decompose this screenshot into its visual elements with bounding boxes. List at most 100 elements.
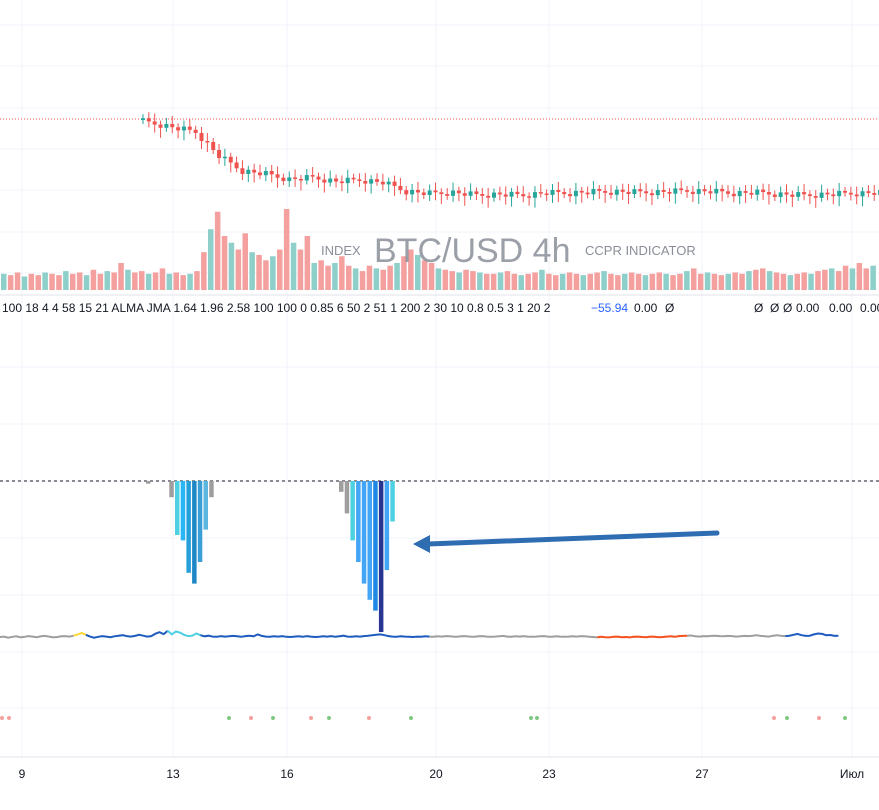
histogram-bar [186, 481, 191, 573]
candle-body [474, 191, 479, 194]
volume-bar [415, 254, 421, 290]
candle-body [831, 194, 836, 197]
candle-body [696, 189, 701, 194]
indicator-right-value: 0.00 [796, 301, 820, 315]
volume-bar [387, 265, 393, 290]
signal-dot [367, 716, 371, 720]
signal-dot [535, 716, 539, 720]
candle-body [158, 124, 163, 128]
candle-body [562, 192, 567, 195]
histogram-bar [339, 481, 344, 492]
candle-body [515, 191, 520, 195]
x-tick-label: 23 [542, 767, 556, 781]
indicator-empty-1: Ø [665, 301, 674, 315]
x-tick-label: 13 [166, 767, 180, 781]
volume-bar [835, 271, 842, 290]
volume-bar [801, 272, 807, 290]
ccpr-line-segment [200, 633, 430, 639]
volume-bar [14, 272, 21, 290]
volume-bar [766, 271, 773, 290]
volume-bar [118, 263, 124, 290]
candle-body [205, 141, 210, 143]
x-axis: 9 13 16 20 23 27 Июл [19, 767, 865, 781]
watermark-index-label: INDEX [321, 243, 361, 258]
volume-bar [677, 273, 683, 290]
volume-bar [732, 272, 738, 290]
arrow-head [413, 535, 430, 553]
volume-bar [242, 233, 248, 290]
volume-bar [35, 275, 41, 290]
volume-bar [815, 271, 821, 290]
candle-body [234, 162, 239, 169]
candle-body [854, 194, 859, 197]
volume-bar [249, 252, 255, 290]
ccpr-line-segment [429, 634, 598, 639]
watermark-indicator-label: CCPR INDICATOR [585, 243, 696, 258]
signal-dot [843, 716, 847, 720]
volume-bar [201, 252, 207, 290]
candle-body [217, 150, 222, 158]
candle-body [275, 174, 280, 178]
candle-body [222, 156, 227, 159]
volume-bar [366, 265, 373, 290]
volume-bar [263, 260, 269, 290]
ccpr-line-segment [0, 634, 74, 639]
candle-body [258, 172, 262, 176]
candle-body [843, 190, 847, 193]
candle-body [585, 192, 590, 195]
volume-bar [718, 275, 725, 290]
volume-bar [511, 273, 518, 290]
candle-body [281, 177, 286, 182]
candle-body [638, 189, 643, 192]
volume-bar [352, 268, 359, 290]
signal-dot [409, 716, 413, 720]
volume-series [1, 209, 876, 290]
histogram-bar [356, 481, 361, 562]
volume-bar [166, 273, 173, 290]
ccpr-line-segment [687, 634, 786, 638]
candle-body [269, 171, 274, 175]
volume-bar [594, 272, 600, 290]
volume-bar [525, 273, 531, 290]
candle-body [141, 118, 145, 120]
candle-body [743, 191, 748, 193]
candle-body [170, 124, 175, 128]
candle-body [755, 189, 760, 195]
volume-bar [635, 273, 642, 290]
volume-bar [49, 273, 55, 290]
volume-bar [787, 275, 794, 290]
candle-body [644, 191, 649, 194]
candle-body [597, 189, 602, 191]
volume-bar [849, 268, 856, 290]
candle-body [749, 192, 754, 195]
candle-body [802, 192, 807, 195]
candle-body [568, 194, 573, 197]
volume-bar [401, 256, 407, 290]
candle-body [527, 196, 532, 198]
signal-dot [249, 716, 253, 720]
histogram-bar [373, 481, 378, 611]
volume-bar [408, 249, 414, 290]
candle-body [404, 190, 409, 195]
candle-body [433, 190, 438, 193]
volume-bar [470, 271, 476, 290]
candle-body [661, 190, 666, 192]
volume-bar [539, 269, 545, 290]
volume-bar [573, 273, 580, 290]
volume-bar [753, 269, 759, 290]
candle-body [310, 175, 315, 177]
volume-bar [173, 272, 179, 290]
volume-bar [311, 263, 317, 290]
candle-body [532, 192, 537, 198]
volume-bar [697, 273, 704, 290]
candle-body [164, 124, 169, 128]
candle-body [603, 190, 608, 193]
volume-bar [139, 271, 145, 290]
volume-bar [277, 249, 283, 290]
signal-dot [0, 716, 4, 720]
candle-body [176, 127, 181, 131]
volume-bar [580, 275, 587, 290]
candle-body [240, 168, 245, 174]
